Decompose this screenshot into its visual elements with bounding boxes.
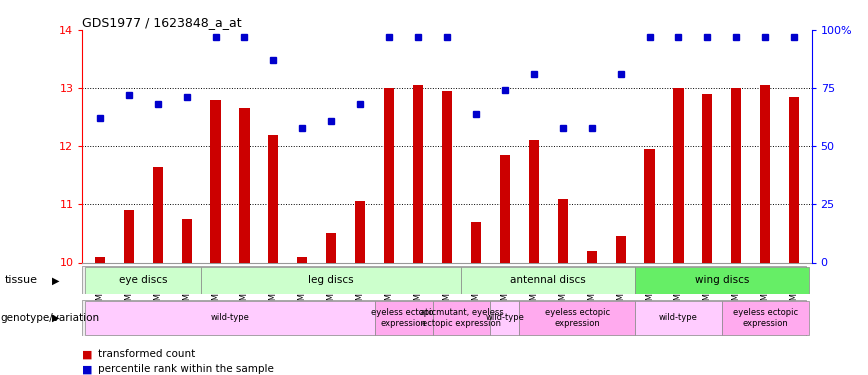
Text: ato mutant, eyeless
ectopic expression: ato mutant, eyeless ectopic expression	[419, 308, 503, 327]
Bar	[85, 301, 375, 335]
Bar	[153, 166, 163, 262]
Bar	[442, 91, 452, 262]
Bar	[95, 257, 105, 262]
Text: ■: ■	[82, 364, 93, 374]
Text: genotype/variation: genotype/variation	[1, 313, 100, 323]
Bar	[432, 301, 490, 335]
Bar	[462, 267, 635, 294]
Text: antennal discs: antennal discs	[510, 275, 586, 285]
Bar	[529, 141, 539, 262]
Bar	[240, 108, 249, 262]
Bar	[201, 267, 462, 294]
Text: wing discs: wing discs	[694, 275, 749, 285]
Text: GDS1977 / 1623848_a_at: GDS1977 / 1623848_a_at	[82, 16, 242, 29]
Text: eyeless ectopic
expression: eyeless ectopic expression	[371, 308, 437, 327]
Bar	[268, 135, 279, 262]
Bar	[587, 251, 596, 262]
Bar	[519, 301, 635, 335]
Text: wild-type: wild-type	[659, 314, 698, 322]
Text: ■: ■	[82, 350, 93, 359]
Bar	[702, 94, 713, 262]
Bar	[644, 149, 654, 262]
Text: percentile rank within the sample: percentile rank within the sample	[98, 364, 274, 374]
Bar	[210, 100, 220, 262]
Bar	[760, 85, 770, 262]
Text: eyeless ectopic
expression: eyeless ectopic expression	[733, 308, 798, 327]
Text: eyeless ectopic
expression: eyeless ectopic expression	[544, 308, 610, 327]
Bar	[384, 88, 394, 262]
Bar	[181, 219, 192, 262]
Bar	[413, 85, 423, 262]
Bar	[722, 301, 809, 335]
Text: wild-type: wild-type	[211, 314, 249, 322]
Bar	[355, 201, 365, 262]
Bar	[326, 233, 336, 262]
Bar	[500, 155, 510, 262]
Text: transformed count: transformed count	[98, 350, 195, 359]
Text: ▶: ▶	[52, 275, 60, 285]
Bar	[635, 301, 722, 335]
Bar	[123, 210, 134, 262]
Bar	[85, 267, 201, 294]
Bar	[490, 301, 519, 335]
Text: wild-type: wild-type	[485, 314, 524, 322]
Bar	[731, 88, 741, 262]
Bar	[470, 222, 481, 262]
Bar	[557, 199, 568, 262]
Text: eye discs: eye discs	[119, 275, 168, 285]
Text: ▶: ▶	[52, 313, 60, 323]
Bar	[674, 88, 683, 262]
Bar	[297, 257, 307, 262]
Text: leg discs: leg discs	[308, 275, 354, 285]
Bar	[789, 97, 799, 262]
Bar	[375, 301, 432, 335]
Bar	[635, 267, 809, 294]
Text: tissue: tissue	[4, 275, 37, 285]
Bar	[615, 236, 626, 262]
